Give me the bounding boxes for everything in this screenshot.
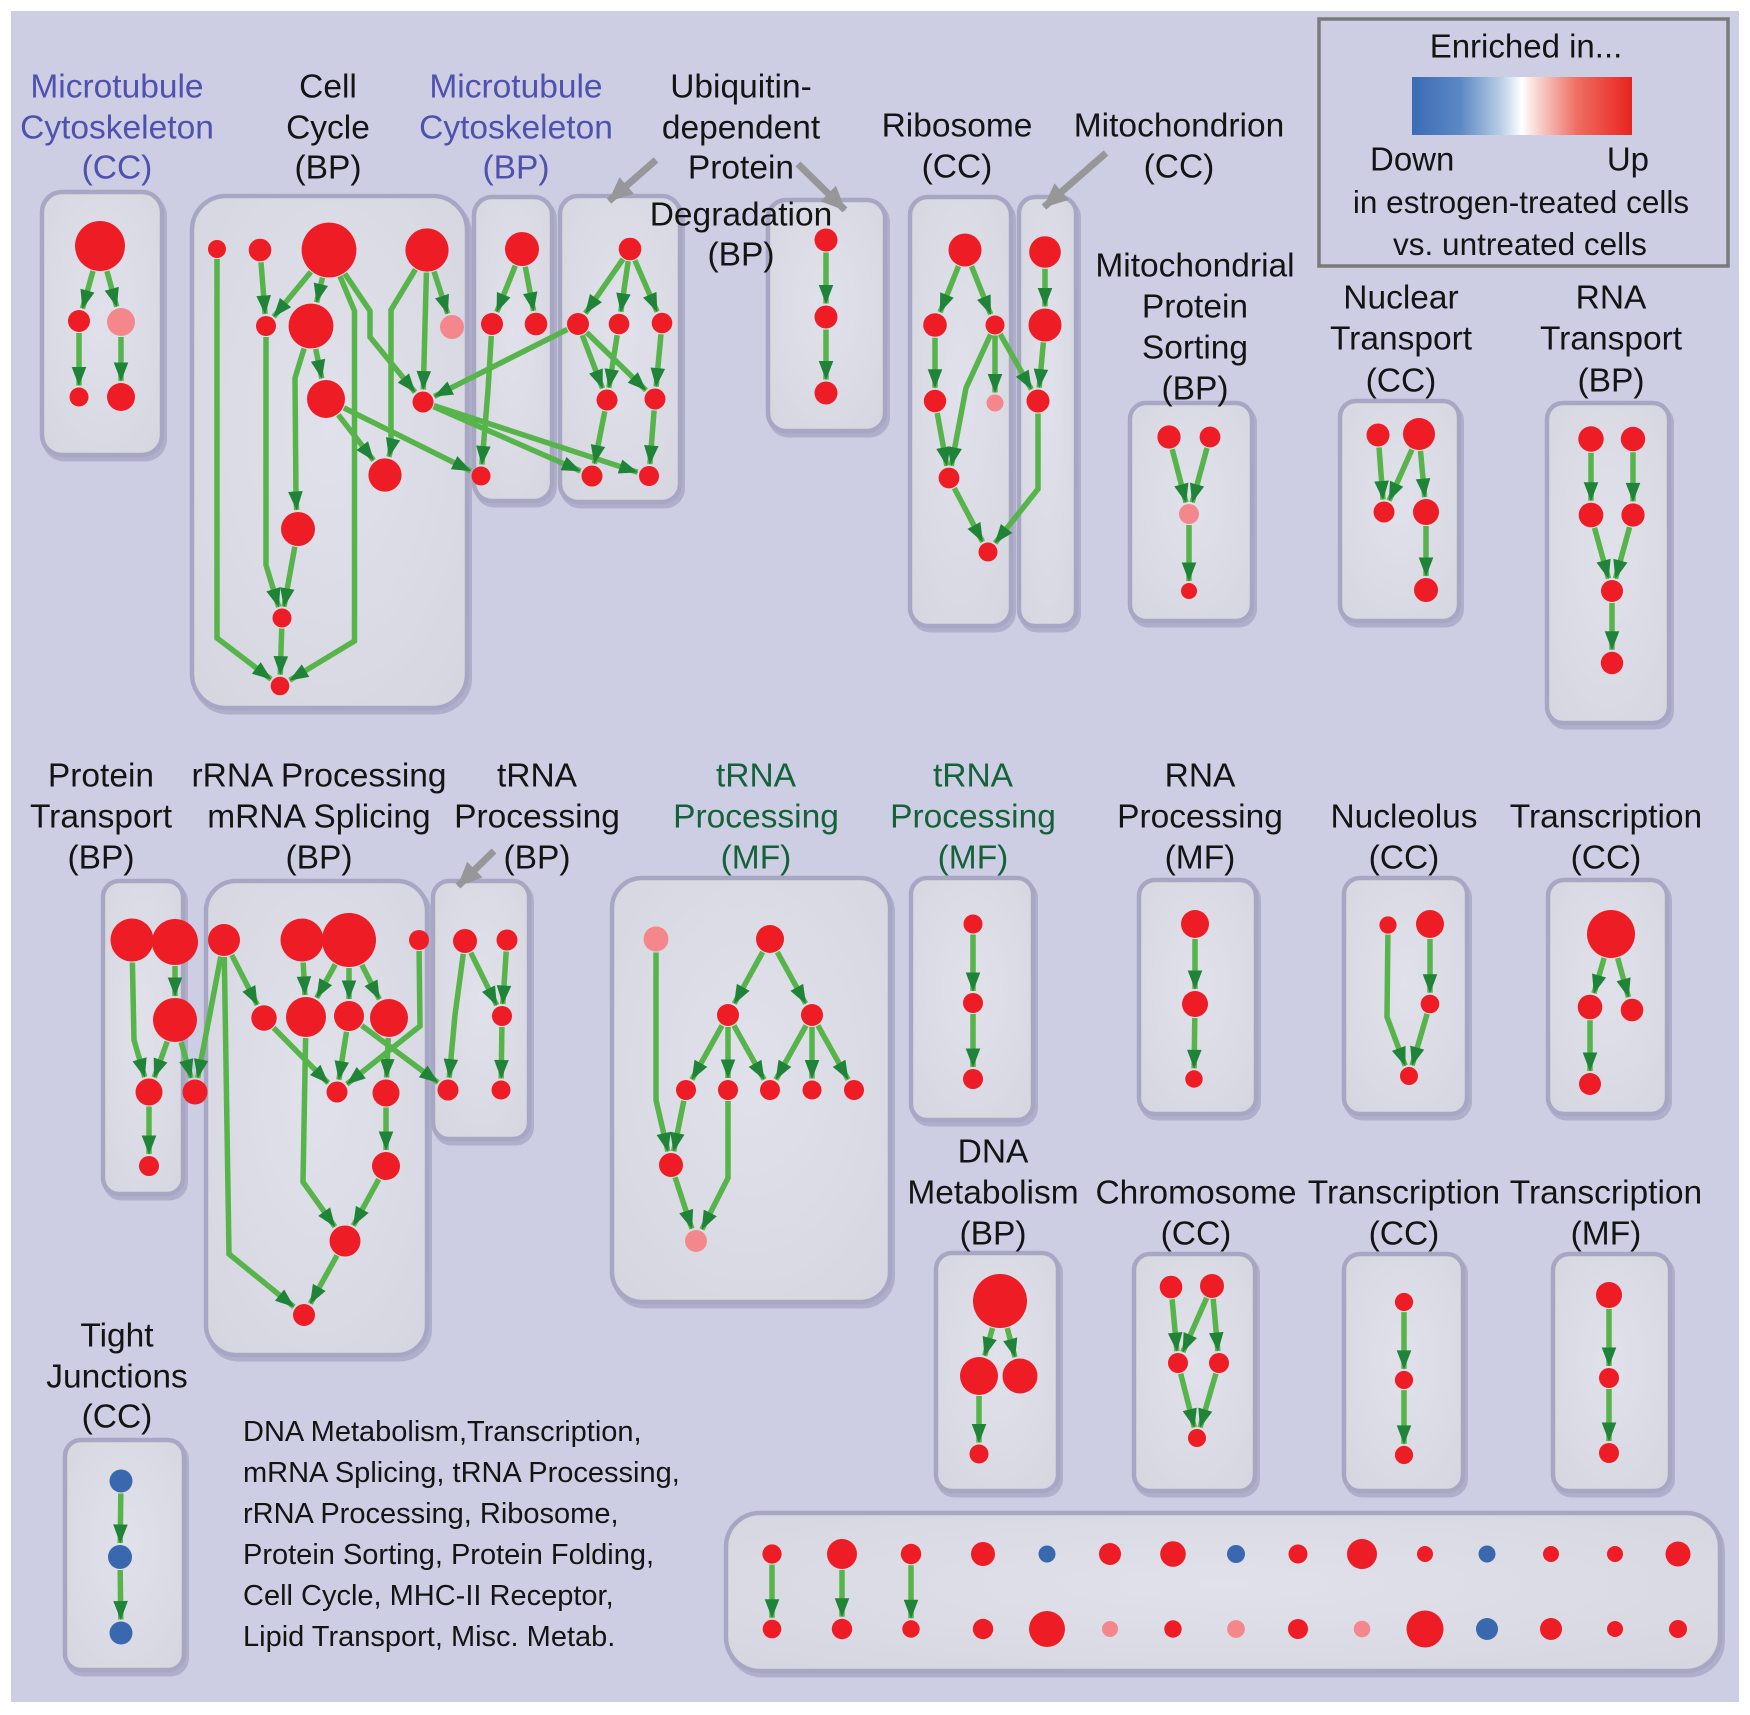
svg-text:Mitochondrion: Mitochondrion: [1074, 108, 1284, 145]
svg-text:(CC): (CC): [1161, 1216, 1232, 1253]
svg-text:(CC): (CC): [1144, 149, 1215, 186]
svg-text:Processing: Processing: [890, 799, 1056, 836]
svg-text:(MF): (MF): [1571, 1216, 1642, 1253]
svg-text:(BP): (BP): [286, 840, 353, 877]
svg-text:Ubiquitin-: Ubiquitin-: [670, 69, 812, 106]
svg-text:Up: Up: [1607, 141, 1649, 178]
svg-text:Protein: Protein: [688, 150, 794, 187]
svg-text:Down: Down: [1370, 141, 1454, 178]
svg-text:(CC): (CC): [82, 150, 153, 187]
svg-text:Cell: Cell: [299, 69, 357, 106]
svg-text:(MF): (MF): [1165, 840, 1236, 877]
svg-text:DNA: DNA: [958, 1134, 1029, 1171]
svg-text:(CC): (CC): [1369, 840, 1440, 877]
svg-text:Ribosome: Ribosome: [882, 108, 1033, 145]
svg-text:mRNA Splicing, tRNA Processing: mRNA Splicing, tRNA Processing,: [243, 1457, 680, 1489]
svg-text:Microtubule: Microtubule: [30, 69, 203, 106]
svg-text:Protein Sorting, Protein Foldi: Protein Sorting, Protein Folding,: [243, 1539, 654, 1571]
svg-text:Lipid Transport, Misc. Metab.: Lipid Transport, Misc. Metab.: [243, 1621, 615, 1653]
svg-text:tRNA: tRNA: [716, 758, 797, 795]
svg-text:rRNA Processing, Ribosome,: rRNA Processing, Ribosome,: [243, 1498, 619, 1530]
svg-text:dependent: dependent: [662, 110, 821, 147]
svg-text:RNA: RNA: [1165, 758, 1236, 795]
svg-text:(BP): (BP): [1578, 363, 1645, 400]
svg-text:Protein: Protein: [48, 758, 154, 795]
svg-text:Transcription: Transcription: [1510, 1175, 1702, 1212]
svg-text:Processing: Processing: [673, 799, 839, 836]
svg-text:(CC): (CC): [1369, 1216, 1440, 1253]
svg-text:vs. untreated cells: vs. untreated cells: [1393, 226, 1647, 262]
svg-text:Tight: Tight: [80, 1318, 154, 1355]
svg-text:(CC): (CC): [1366, 363, 1437, 400]
svg-text:Transport: Transport: [1540, 321, 1683, 358]
svg-text:Enriched in...: Enriched in...: [1430, 28, 1623, 65]
svg-text:Transport: Transport: [1330, 321, 1473, 358]
svg-text:Nucleolus: Nucleolus: [1330, 799, 1477, 836]
svg-text:Protein: Protein: [1142, 289, 1248, 326]
svg-text:(BP): (BP): [504, 840, 571, 877]
svg-text:Transcription: Transcription: [1308, 1175, 1500, 1212]
svg-text:Sorting: Sorting: [1142, 330, 1248, 367]
svg-text:(BP): (BP): [708, 237, 775, 274]
svg-text:RNA: RNA: [1576, 280, 1647, 317]
svg-text:in estrogen-treated cells: in estrogen-treated cells: [1353, 184, 1689, 220]
svg-text:Metabolism: Metabolism: [907, 1175, 1078, 1212]
svg-text:rRNA Processing: rRNA Processing: [191, 758, 446, 795]
svg-text:(BP): (BP): [960, 1216, 1027, 1253]
svg-text:Cytoskeleton: Cytoskeleton: [419, 110, 613, 147]
svg-text:(CC): (CC): [1571, 840, 1642, 877]
svg-text:(MF): (MF): [721, 840, 792, 877]
svg-text:tRNA: tRNA: [933, 758, 1014, 795]
svg-text:(CC): (CC): [82, 1399, 153, 1436]
svg-text:Nuclear: Nuclear: [1343, 280, 1458, 317]
svg-text:Cycle: Cycle: [286, 110, 370, 147]
svg-text:(BP): (BP): [68, 840, 135, 877]
svg-text:Cell Cycle, MHC-II Receptor,: Cell Cycle, MHC-II Receptor,: [243, 1580, 614, 1612]
svg-text:(BP): (BP): [295, 150, 362, 187]
svg-text:Processing: Processing: [1117, 799, 1283, 836]
svg-text:Processing: Processing: [454, 799, 620, 836]
svg-text:DNA Metabolism,Transcription,: DNA Metabolism,Transcription,: [243, 1416, 642, 1448]
svg-text:(CC): (CC): [922, 149, 993, 186]
svg-text:(MF): (MF): [938, 840, 1009, 877]
svg-text:(BP): (BP): [1162, 371, 1229, 408]
svg-text:Transport: Transport: [30, 799, 173, 836]
svg-text:(BP): (BP): [483, 150, 550, 187]
svg-text:tRNA: tRNA: [497, 758, 578, 795]
svg-text:Microtubule: Microtubule: [429, 69, 602, 106]
svg-text:Mitochondrial: Mitochondrial: [1095, 248, 1294, 285]
svg-text:Junctions: Junctions: [46, 1359, 188, 1396]
svg-text:Chromosome: Chromosome: [1095, 1175, 1296, 1212]
svg-text:Cytoskeleton: Cytoskeleton: [20, 110, 214, 147]
svg-text:Degradation: Degradation: [650, 197, 833, 234]
svg-text:mRNA Splicing: mRNA Splicing: [207, 799, 430, 836]
svg-text:Transcription: Transcription: [1510, 799, 1702, 836]
